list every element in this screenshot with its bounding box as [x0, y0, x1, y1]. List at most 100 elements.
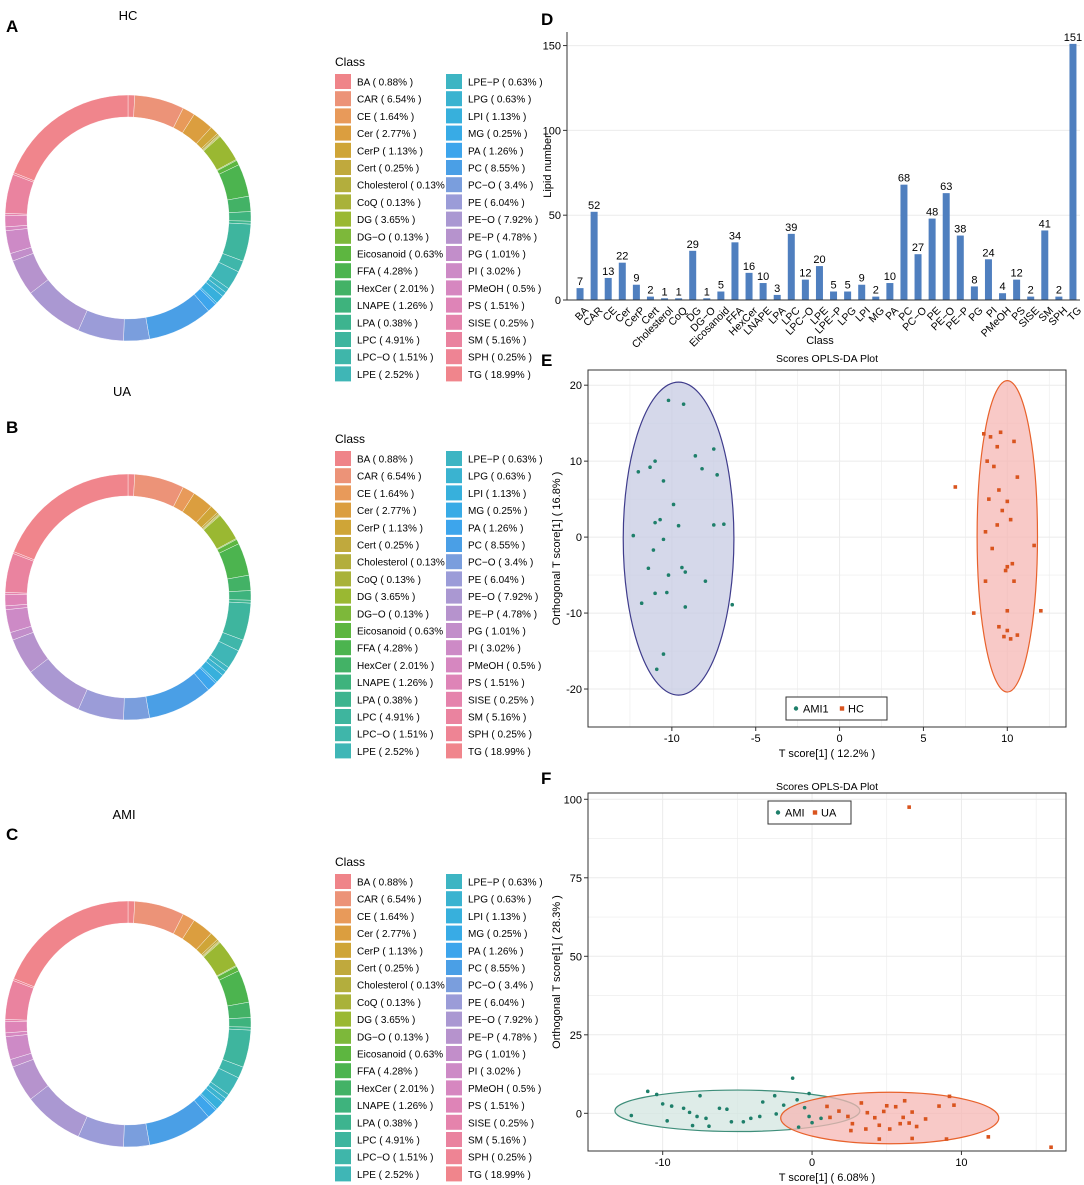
point-ua	[898, 1121, 902, 1126]
legend-key-pc	[446, 537, 462, 552]
point-hc	[1032, 543, 1036, 548]
legend-label-pmeoh: PMeOH ( 0.5% )	[468, 661, 541, 672]
donut-chart-ua: UA Class BA ( 0.88% ) CAR ( 6.54% ) CE ( 1.6…	[4, 384, 543, 759]
legend-label-pc-o: PC−O ( 3.4% )	[468, 181, 533, 192]
data-label: 52	[588, 200, 600, 212]
legend-label-cholesterol: Cholesterol ( 0.13% )	[357, 981, 451, 992]
donut-slice-pe-o	[30, 279, 88, 331]
point-ua	[914, 1124, 919, 1129]
data-label: 5	[845, 280, 851, 292]
tick-label-y: 75	[570, 873, 582, 885]
point-hc	[1003, 568, 1008, 573]
legend-key-cer	[335, 925, 351, 941]
point-ua	[937, 1104, 941, 1108]
legend-key-pi	[446, 263, 462, 279]
point-ami1	[653, 459, 657, 463]
tick-label-x: -5	[751, 733, 761, 745]
point-ami1	[730, 602, 735, 607]
point-hc	[1005, 564, 1010, 569]
point-ami	[665, 1119, 669, 1123]
legend-label: AMI1	[803, 704, 829, 716]
legend-label-lpc-o: LPC−O ( 1.51% )	[357, 730, 433, 741]
legend-key-lpe	[335, 743, 351, 759]
legend-label-cerp: CerP ( 1.13% )	[357, 146, 423, 157]
legend-key-car	[335, 468, 351, 484]
legend-key-hexcer	[335, 657, 351, 673]
point-ami1	[666, 573, 671, 577]
legend-label-lpc-o: LPC−O ( 1.51% )	[357, 1153, 433, 1164]
legend-label-mg: MG ( 0.25% )	[468, 506, 527, 517]
legend-key-pi	[446, 1063, 462, 1079]
donut-slice-pc	[145, 1100, 209, 1146]
legend-label-eicosanoid: Eicosanoid ( 0.63% )	[357, 250, 449, 261]
data-label: 2	[1028, 285, 1034, 297]
point-ami1	[654, 667, 659, 672]
bar-ps	[1013, 279, 1021, 300]
legend-label-dg-o: DG−O ( 0.13% )	[357, 1032, 429, 1043]
point-ami	[796, 1125, 801, 1129]
legend-key-ps	[446, 297, 462, 313]
data-label: 7	[577, 276, 583, 288]
point-ua	[825, 1104, 829, 1109]
legend-label: AMI	[785, 808, 805, 820]
tick-label-y: 10	[570, 456, 582, 468]
donut-slice-ps	[4, 594, 28, 607]
data-label: 8	[971, 274, 977, 286]
legend-label-cer: Cer ( 2.77% )	[357, 129, 416, 140]
legend-key-sm	[446, 1132, 462, 1147]
tick-label-x: TG	[1065, 305, 1084, 324]
legend-key-sise	[446, 1114, 462, 1130]
legend-key-cert	[335, 960, 351, 975]
legend-label-lpi: LPI ( 1.13% )	[468, 112, 526, 123]
legend-label-lnape: LNAPE ( 1.26% )	[357, 678, 433, 689]
bar-pe−p	[956, 235, 964, 300]
tick-label-x: 0	[809, 1157, 815, 1169]
donut-slice-pc-o	[123, 1123, 150, 1148]
legend-title: Class	[335, 55, 365, 69]
legend-label-pc: PC ( 8.55% )	[468, 164, 525, 175]
legend-key-cholesterol	[335, 977, 351, 993]
legend-label-dg: DG ( 3.65% )	[357, 1015, 415, 1026]
point-ua	[873, 1115, 877, 1120]
legend-key-pc-o	[446, 977, 462, 993]
point-ami	[645, 1089, 650, 1094]
legend-key-ami	[775, 810, 781, 815]
legend-label-coq: CoQ ( 0.13% )	[357, 198, 421, 209]
legend-key-ba	[335, 451, 351, 466]
panel-letter-a: A	[6, 17, 18, 36]
legend-key-pe	[446, 994, 462, 1010]
tick-label-y: 0	[576, 1108, 582, 1120]
point-ua	[986, 1135, 991, 1139]
panel-letter-b: B	[6, 418, 18, 437]
bar-pe	[928, 218, 936, 300]
point-ua	[1049, 1145, 1053, 1150]
legend-label-lpe-p: LPE−P ( 0.63% )	[468, 78, 543, 89]
legend-label-sise: SISE ( 0.25% )	[468, 695, 534, 706]
point-ami1	[703, 579, 708, 583]
point-ami	[704, 1116, 708, 1121]
point-ua	[910, 1136, 914, 1141]
point-ua	[923, 1117, 928, 1121]
point-ami1	[636, 469, 641, 474]
legend-key-cert	[335, 160, 351, 175]
legend-label-pmeoh: PMeOH ( 0.5% )	[468, 284, 541, 295]
point-ami1	[658, 517, 662, 522]
donut-slice-tg	[13, 473, 129, 560]
point-hc	[1012, 579, 1016, 583]
legend-label-sise: SISE ( 0.25% )	[468, 1118, 534, 1129]
legend-label-pa: PA ( 1.26% )	[468, 946, 523, 957]
legend-key-car	[335, 891, 351, 907]
data-label: 4	[999, 281, 1005, 293]
legend-key-hexcer	[335, 1080, 351, 1096]
legend-key-ffa	[335, 263, 351, 279]
legend-label-sm: SM ( 5.16% )	[468, 1136, 526, 1147]
legend-key-sise	[446, 314, 462, 330]
point-ua	[828, 1115, 832, 1120]
point-ami1	[639, 601, 644, 605]
legend-label-cert: Cert ( 0.25% )	[357, 541, 419, 552]
plot-title: Scores OPLS-DA Plot	[776, 781, 878, 793]
data-label: 10	[757, 271, 769, 283]
point-ua	[837, 1109, 841, 1113]
legend-key-ua	[812, 810, 818, 815]
point-hc	[1005, 499, 1010, 504]
